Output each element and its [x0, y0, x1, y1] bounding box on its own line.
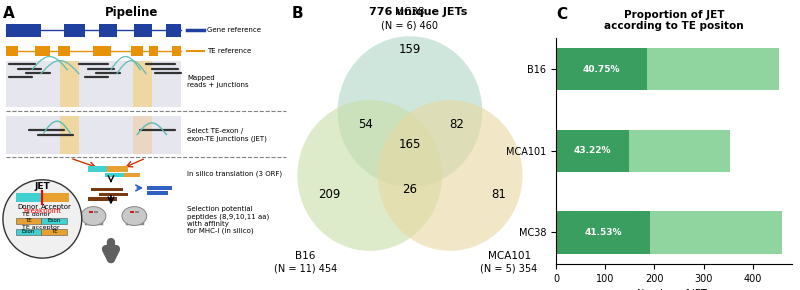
Ellipse shape [122, 206, 146, 226]
Bar [60, 61, 79, 107]
Ellipse shape [298, 100, 442, 251]
Ellipse shape [81, 206, 106, 226]
Bar [42, 193, 69, 202]
Bar [133, 61, 152, 107]
Text: TE reference: TE reference [207, 48, 251, 54]
Text: Mapped
reads + junctions: Mapped reads + junctions [187, 75, 249, 88]
Text: C: C [556, 7, 567, 22]
Bar [556, 211, 650, 254]
Bar [629, 130, 730, 172]
Bar [35, 46, 50, 56]
Bar [105, 173, 124, 177]
Text: (N = 5) 354: (N = 5) 354 [481, 264, 538, 274]
Ellipse shape [378, 100, 522, 251]
Text: TE acceptor: TE acceptor [22, 225, 59, 230]
Text: 776 unique JETs: 776 unique JETs [369, 7, 467, 17]
Bar [172, 46, 181, 56]
Text: TE: TE [50, 229, 58, 234]
Legend: TE acceptor, TE donor: TE acceptor, TE donor [717, 0, 793, 3]
Bar [89, 211, 93, 213]
Title: Proportion of JET
according to TE positon: Proportion of JET according to TE posito… [604, 10, 744, 31]
Text: TE: TE [25, 218, 32, 223]
Bar [94, 211, 98, 213]
Bar [106, 166, 129, 172]
Text: Breakpoint: Breakpoint [23, 208, 62, 214]
Bar [650, 211, 782, 254]
Bar [16, 229, 41, 235]
Text: 82: 82 [450, 118, 464, 131]
Text: Selection potential
peptides (8,9,10,11 aa)
with affinity
for MHC-I (in silico): Selection potential peptides (8,9,10,11 … [187, 206, 269, 234]
Bar [556, 48, 647, 90]
Text: 54: 54 [358, 118, 373, 131]
Bar [6, 116, 181, 154]
Bar [88, 166, 106, 172]
Bar [58, 46, 70, 56]
Bar [135, 211, 138, 213]
Text: 26: 26 [402, 184, 418, 196]
Bar [99, 24, 117, 37]
Text: Gene reference: Gene reference [207, 28, 262, 33]
Text: (N = 6) 460: (N = 6) 460 [382, 20, 438, 30]
Text: JET: JET [34, 182, 50, 191]
Bar [16, 218, 41, 224]
Circle shape [3, 180, 82, 258]
Text: Acceptor: Acceptor [41, 204, 72, 211]
Text: 43.22%: 43.22% [574, 146, 611, 155]
Text: 159: 159 [398, 43, 421, 56]
Text: 165: 165 [398, 139, 421, 151]
Bar [16, 193, 42, 202]
Text: 209: 209 [318, 188, 341, 201]
Bar [64, 24, 85, 37]
Text: TE donor: TE donor [22, 212, 50, 217]
Text: Donor: Donor [17, 204, 38, 211]
Bar [6, 61, 181, 107]
Bar [99, 193, 129, 196]
Bar [6, 46, 18, 56]
Text: Pipeline: Pipeline [105, 6, 158, 19]
Bar [149, 46, 158, 56]
Bar [130, 211, 134, 213]
Bar [147, 186, 172, 190]
X-axis label: Number of JETs: Number of JETs [638, 289, 710, 290]
Bar [166, 24, 181, 37]
Bar [147, 191, 168, 195]
Bar [88, 197, 117, 201]
Text: Exon: Exon [47, 218, 61, 223]
Text: B: B [292, 6, 304, 21]
Text: 40.75%: 40.75% [582, 65, 620, 74]
Text: Exon: Exon [22, 229, 35, 234]
Text: 81: 81 [491, 188, 506, 201]
Text: MCA101: MCA101 [487, 251, 530, 261]
Bar [134, 24, 152, 37]
Text: (N = 11) 454: (N = 11) 454 [274, 264, 337, 274]
Bar [556, 130, 629, 172]
Text: Select TE-exon /
exon-TE junctions (JET): Select TE-exon / exon-TE junctions (JET) [187, 128, 266, 142]
Text: In silico translation (3 ORF): In silico translation (3 ORF) [187, 171, 282, 177]
Bar [41, 218, 67, 224]
Ellipse shape [338, 36, 482, 187]
Bar [90, 188, 122, 191]
Bar [124, 173, 140, 177]
Bar [41, 229, 67, 235]
Bar [131, 46, 143, 56]
Bar [133, 116, 152, 154]
Text: 41.53%: 41.53% [584, 228, 622, 237]
Bar [6, 24, 41, 37]
Text: MC38: MC38 [395, 7, 425, 17]
Bar [60, 116, 79, 154]
Bar [94, 46, 111, 56]
Text: B16: B16 [295, 251, 316, 261]
Bar [647, 48, 779, 90]
Text: A: A [3, 6, 14, 21]
